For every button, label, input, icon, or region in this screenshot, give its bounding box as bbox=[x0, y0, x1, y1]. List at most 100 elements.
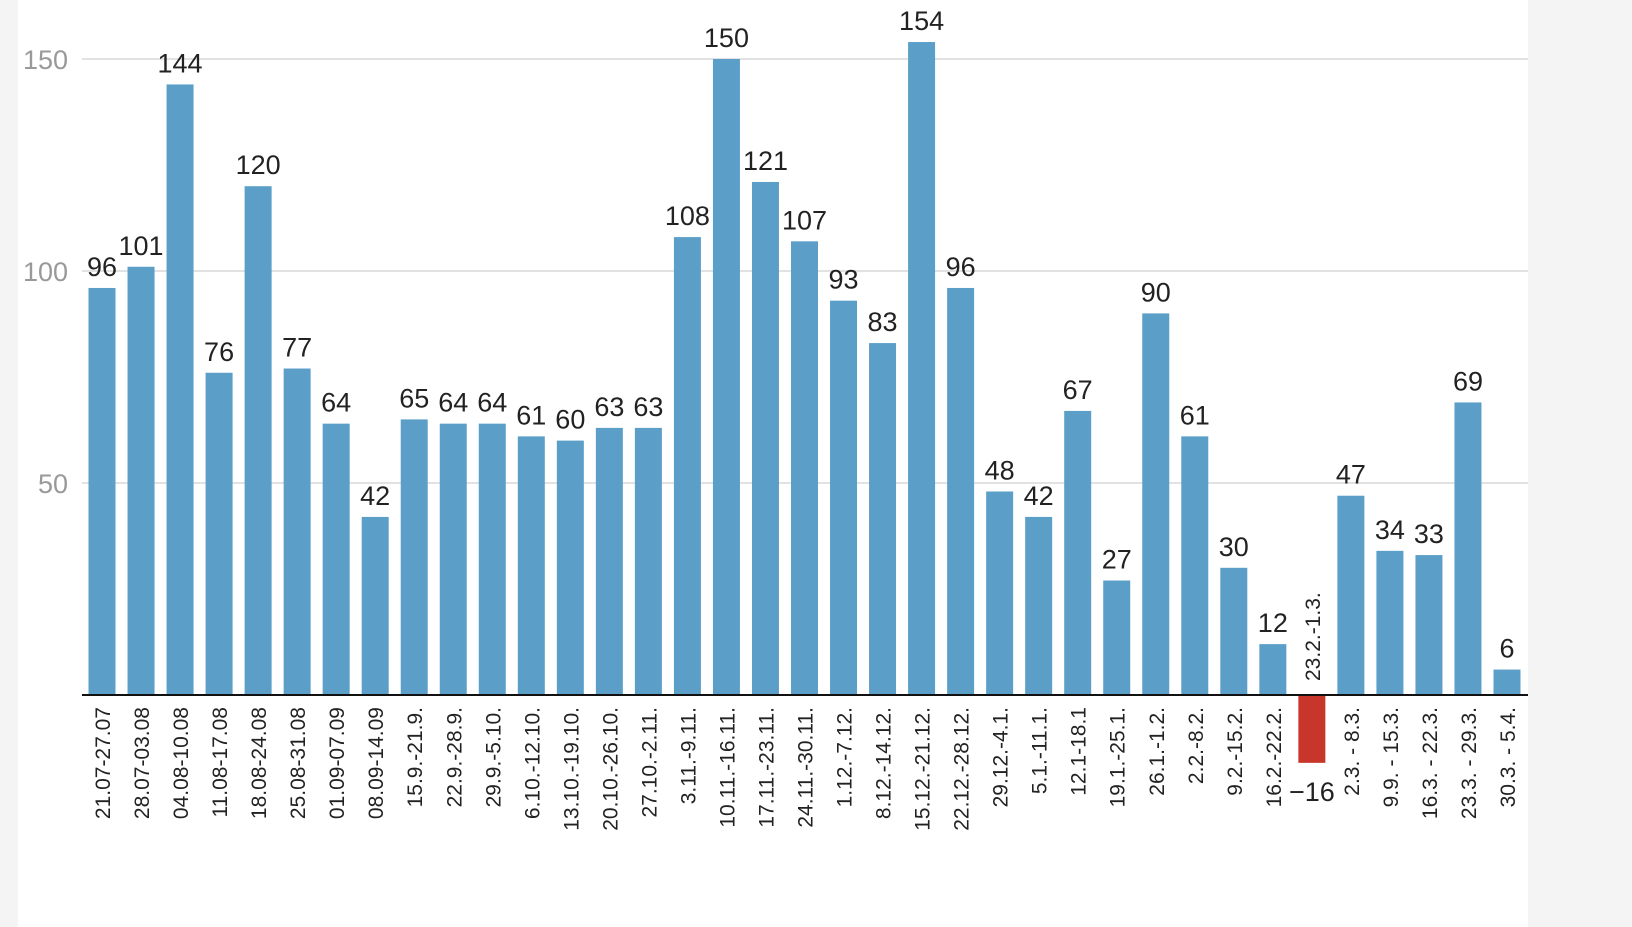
category-label: 23.2.-1.3. bbox=[1302, 592, 1325, 681]
value-label: 64 bbox=[477, 388, 507, 418]
bar bbox=[1220, 567, 1248, 695]
value-label: 69 bbox=[1453, 366, 1483, 396]
value-label: 83 bbox=[868, 307, 898, 337]
y-tick-label: 100 bbox=[23, 257, 68, 287]
bar bbox=[283, 368, 311, 695]
bar bbox=[595, 427, 623, 695]
value-label: 93 bbox=[829, 265, 859, 295]
value-label: 144 bbox=[158, 48, 203, 78]
value-label: 107 bbox=[782, 205, 827, 235]
bar bbox=[947, 287, 975, 695]
category-label: 22.9.-28.9. bbox=[443, 707, 466, 807]
bar bbox=[751, 181, 779, 695]
value-label: 63 bbox=[633, 392, 663, 422]
value-label: 48 bbox=[985, 455, 1015, 485]
category-label: 11.08-17.08 bbox=[209, 707, 232, 818]
category-label: 5.1.-11.1. bbox=[1029, 707, 1052, 794]
bar bbox=[244, 186, 272, 695]
value-label: 47 bbox=[1336, 460, 1366, 490]
value-label: 108 bbox=[665, 201, 710, 231]
bar bbox=[127, 266, 155, 695]
bar bbox=[791, 241, 818, 695]
category-label: 04.08-10.08 bbox=[170, 707, 193, 819]
value-label: 96 bbox=[946, 252, 976, 282]
bar bbox=[88, 287, 116, 695]
value-label: 121 bbox=[743, 146, 788, 176]
category-label: 24.11.-30.11. bbox=[795, 707, 818, 828]
category-label: 22.12.-28.12. bbox=[951, 707, 974, 831]
category-label: 9.9. - 15.3. bbox=[1380, 707, 1403, 807]
category-label: 9.2.-15.2. bbox=[1224, 707, 1247, 796]
category-label: 8.12.-14.12. bbox=[873, 707, 896, 819]
bar bbox=[1298, 695, 1326, 763]
bar bbox=[1025, 516, 1053, 695]
value-label: 150 bbox=[704, 23, 749, 53]
bar bbox=[673, 237, 701, 695]
category-label: 23.3. - 29.3. bbox=[1458, 707, 1481, 819]
category-label: 25.08-31.08 bbox=[287, 707, 310, 819]
value-label: 64 bbox=[321, 388, 351, 418]
category-label: 3.11.-9.11. bbox=[677, 707, 700, 804]
bar bbox=[908, 42, 936, 696]
bar bbox=[1376, 550, 1404, 695]
bar bbox=[1337, 495, 1365, 695]
category-label: 10.11.-16.11. bbox=[716, 707, 739, 828]
value-label: 67 bbox=[1063, 375, 1093, 405]
bar bbox=[1259, 644, 1287, 695]
y-tick-label: 50 bbox=[38, 469, 68, 499]
value-label: 63 bbox=[594, 392, 624, 422]
category-label: 28.07-03.08 bbox=[131, 707, 154, 819]
bar bbox=[322, 423, 350, 695]
category-label: 13.10.-19.10. bbox=[560, 707, 583, 831]
value-label: 60 bbox=[555, 405, 585, 435]
value-label: 65 bbox=[399, 383, 429, 413]
category-label: 18.08-24.08 bbox=[248, 707, 271, 819]
value-label: 90 bbox=[1141, 277, 1171, 307]
category-label: 29.12.-4.1. bbox=[990, 707, 1013, 807]
bar bbox=[869, 343, 897, 695]
category-label: 12.1-18.1 bbox=[1068, 707, 1091, 796]
bar bbox=[478, 423, 506, 695]
bar bbox=[1064, 410, 1092, 695]
category-label: 1.12.-7.12. bbox=[834, 707, 857, 807]
value-label: 42 bbox=[360, 481, 390, 511]
value-label: 76 bbox=[204, 337, 234, 367]
category-label: 01.09-07.09 bbox=[326, 707, 349, 819]
category-label: 17.11.-23.11. bbox=[755, 707, 778, 828]
bar bbox=[1493, 669, 1521, 695]
value-label: 61 bbox=[1180, 400, 1210, 430]
bar bbox=[517, 436, 545, 695]
bar bbox=[634, 427, 662, 695]
bar bbox=[1454, 402, 1482, 695]
bar bbox=[556, 440, 584, 695]
category-label: 29.9.-5.10. bbox=[482, 707, 505, 807]
bar bbox=[439, 423, 467, 695]
category-label: 30.3. - 5.4. bbox=[1497, 707, 1520, 807]
category-label: 16.3. - 22.3. bbox=[1419, 707, 1442, 819]
value-label: 101 bbox=[118, 231, 163, 261]
y-tick-label: 150 bbox=[23, 45, 68, 75]
value-label: 6 bbox=[1499, 634, 1514, 664]
category-label: 27.10.-2.11. bbox=[638, 707, 661, 818]
value-label: 154 bbox=[899, 6, 944, 36]
value-label: 33 bbox=[1414, 519, 1444, 549]
bar bbox=[830, 300, 858, 695]
value-label: 64 bbox=[438, 388, 468, 418]
bar bbox=[361, 516, 389, 695]
category-label: 21.07-27.07 bbox=[92, 707, 115, 819]
bar bbox=[1181, 436, 1209, 695]
value-label: 30 bbox=[1219, 532, 1249, 562]
value-label: 12 bbox=[1258, 608, 1288, 638]
category-label: 16.2.-22.2. bbox=[1263, 707, 1286, 807]
category-label: 15.12.-21.12. bbox=[912, 707, 935, 831]
value-label: 77 bbox=[282, 333, 312, 363]
category-label: 08.09-14.09 bbox=[365, 707, 388, 819]
category-label: 20.10.-26.10. bbox=[599, 707, 622, 831]
bar bbox=[205, 372, 233, 695]
category-label: 15.9.-21.9. bbox=[404, 707, 427, 807]
category-label: 6.10.-12.10. bbox=[521, 707, 544, 819]
value-label: 27 bbox=[1102, 545, 1132, 575]
category-label: 2.2.-8.2. bbox=[1185, 707, 1208, 784]
bar bbox=[712, 59, 740, 695]
